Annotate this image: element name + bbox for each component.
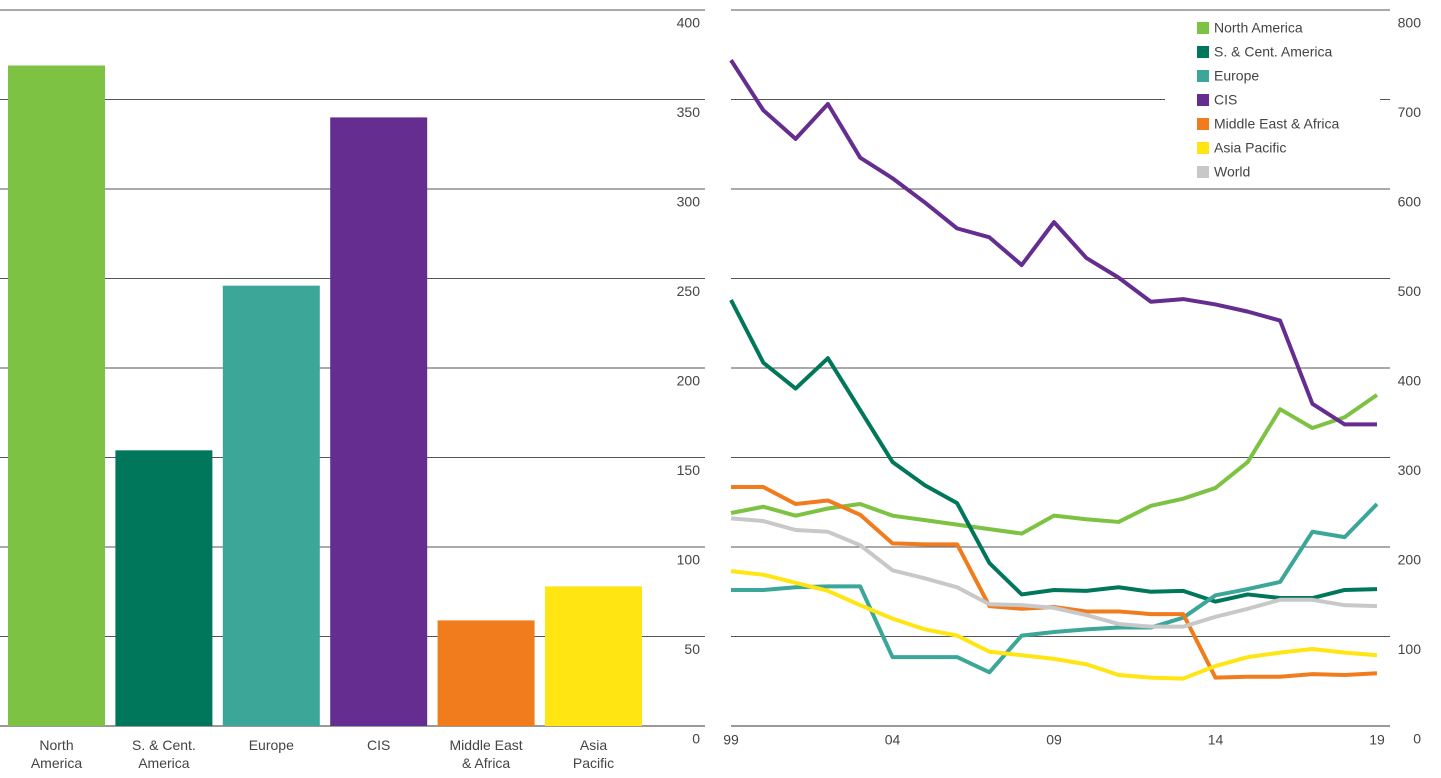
- bar: [330, 117, 428, 726]
- y-tick-label: 150: [677, 462, 701, 478]
- legend-swatch: [1197, 118, 1209, 130]
- x-tick-label: 14: [1208, 732, 1224, 748]
- bar: [115, 450, 213, 726]
- legend-label: CIS: [1214, 92, 1237, 108]
- x-tick-label: 99: [723, 732, 739, 748]
- y-tick-label: 200: [677, 373, 701, 389]
- y-tick-label: 300: [677, 194, 701, 210]
- x-tick-label: 09: [1046, 732, 1062, 748]
- y-tick-label: 700: [1398, 104, 1422, 120]
- y-tick-label: 300: [1398, 462, 1422, 478]
- y-tick-label: 250: [677, 283, 701, 299]
- legend-swatch: [1197, 22, 1209, 34]
- legend-swatch: [1197, 94, 1209, 106]
- line-series: [730, 393, 1379, 536]
- line-series: [731, 502, 1379, 675]
- x-tick-label: North America: [30, 737, 83, 771]
- bar: [222, 285, 320, 726]
- legend-label: Europe: [1214, 68, 1259, 84]
- y-tick-label: 400: [1398, 373, 1422, 389]
- y-tick-label: 600: [1398, 194, 1422, 210]
- legend-label: Middle East & Africa: [1214, 116, 1339, 132]
- legend-swatch: [1197, 46, 1209, 58]
- line-series: [729, 59, 1377, 427]
- legend-label: S. & Cent. America: [1214, 44, 1332, 60]
- x-tick-label: CIS: [367, 737, 391, 753]
- y-tick-label: 350: [677, 104, 701, 120]
- legend-swatch: [1197, 142, 1209, 154]
- x-tick-label: 04: [885, 732, 901, 748]
- y-tick-label: 50: [684, 641, 700, 657]
- bar: [437, 620, 535, 726]
- legend-swatch: [1197, 70, 1209, 82]
- line-series: [729, 299, 1378, 604]
- legend-swatch: [1197, 166, 1209, 178]
- y-tick-label: 800: [1398, 15, 1422, 31]
- legend-label: World: [1214, 164, 1250, 180]
- line-series: [730, 569, 1378, 681]
- x-tick-label: Asia Pacific: [572, 737, 615, 771]
- y-tick-label: 400: [677, 15, 701, 31]
- x-tick-label: Europe: [248, 737, 294, 753]
- y-tick-label: 100: [1398, 641, 1422, 657]
- bar: [545, 586, 642, 726]
- legend-label: Asia Pacific: [1214, 140, 1286, 156]
- y-tick-label: 100: [677, 552, 701, 568]
- y-tick-label: 0: [1413, 731, 1421, 747]
- y-tick-label: 0: [692, 731, 700, 747]
- line-series: [730, 516, 1378, 629]
- x-tick-label: Middle East & Africa: [449, 737, 523, 771]
- y-tick-label: 500: [1398, 283, 1422, 299]
- y-tick-label: 200: [1398, 552, 1422, 568]
- legend-label: North America: [1214, 20, 1303, 36]
- x-tick-label: S. & Cent. America: [131, 737, 196, 771]
- bar: [8, 65, 105, 727]
- x-tick-label: 19: [1369, 732, 1385, 748]
